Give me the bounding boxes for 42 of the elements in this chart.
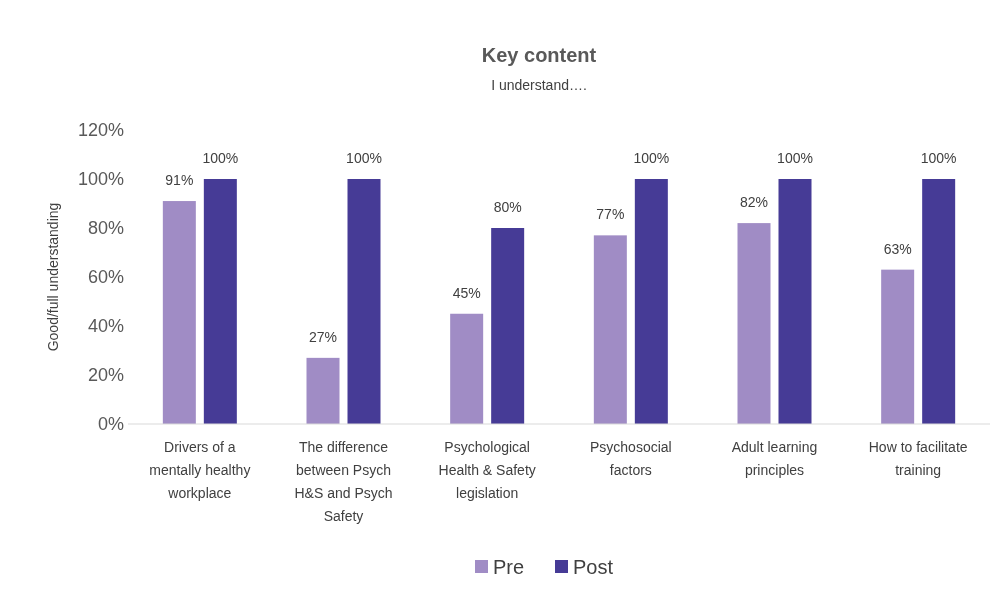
y-tick-label: 60% xyxy=(87,267,124,288)
bar xyxy=(491,228,525,424)
x-tick-label: Adult learning principles xyxy=(731,439,818,478)
data-label: 91% xyxy=(165,172,194,189)
bar xyxy=(634,179,668,424)
y-tick-label: 40% xyxy=(87,316,124,337)
data-label: 100% xyxy=(633,150,670,166)
data-label: 45% xyxy=(452,284,481,301)
legend-label: Post xyxy=(573,556,614,578)
x-tick-label: The difference between Psych H&S and Psych Safety xyxy=(294,439,393,524)
data-label: 100% xyxy=(777,150,813,166)
data-label: 100% xyxy=(920,150,957,166)
y-tick-label: 100% xyxy=(77,169,124,190)
bar xyxy=(162,201,196,424)
y-tick-label: 120% xyxy=(77,120,124,141)
data-label: 82% xyxy=(739,194,769,211)
bar xyxy=(922,179,956,424)
y-tick-label: 20% xyxy=(87,365,124,386)
bar xyxy=(593,235,627,424)
bar xyxy=(306,357,340,424)
bar xyxy=(203,179,237,424)
chart-subtitle: I understand…. xyxy=(491,77,587,93)
x-tick-label: How to facilitate training xyxy=(868,439,968,478)
bar xyxy=(347,179,381,424)
bar xyxy=(881,269,915,424)
y-tick-label: 80% xyxy=(87,218,124,239)
bar xyxy=(737,223,771,424)
data-label: 100% xyxy=(346,150,382,166)
x-tick-label: Psychosocial factors xyxy=(589,439,672,478)
bar xyxy=(450,313,484,424)
data-label: 77% xyxy=(596,206,625,223)
x-tick-label: Psychological Health & Safety legislation xyxy=(438,439,536,501)
bar xyxy=(778,179,812,424)
data-label: 63% xyxy=(883,240,912,257)
data-label: 80% xyxy=(493,199,522,215)
chart-title: Key content xyxy=(481,44,597,66)
y-axis-title: Good/full understanding xyxy=(45,202,61,352)
data-label: 27% xyxy=(308,328,338,345)
data-label: 100% xyxy=(202,150,239,166)
y-tick-label: 0% xyxy=(97,414,124,435)
legend-label: Pre xyxy=(493,556,525,578)
x-tick-label: Drivers of a mentally healthy workplace xyxy=(149,439,251,501)
